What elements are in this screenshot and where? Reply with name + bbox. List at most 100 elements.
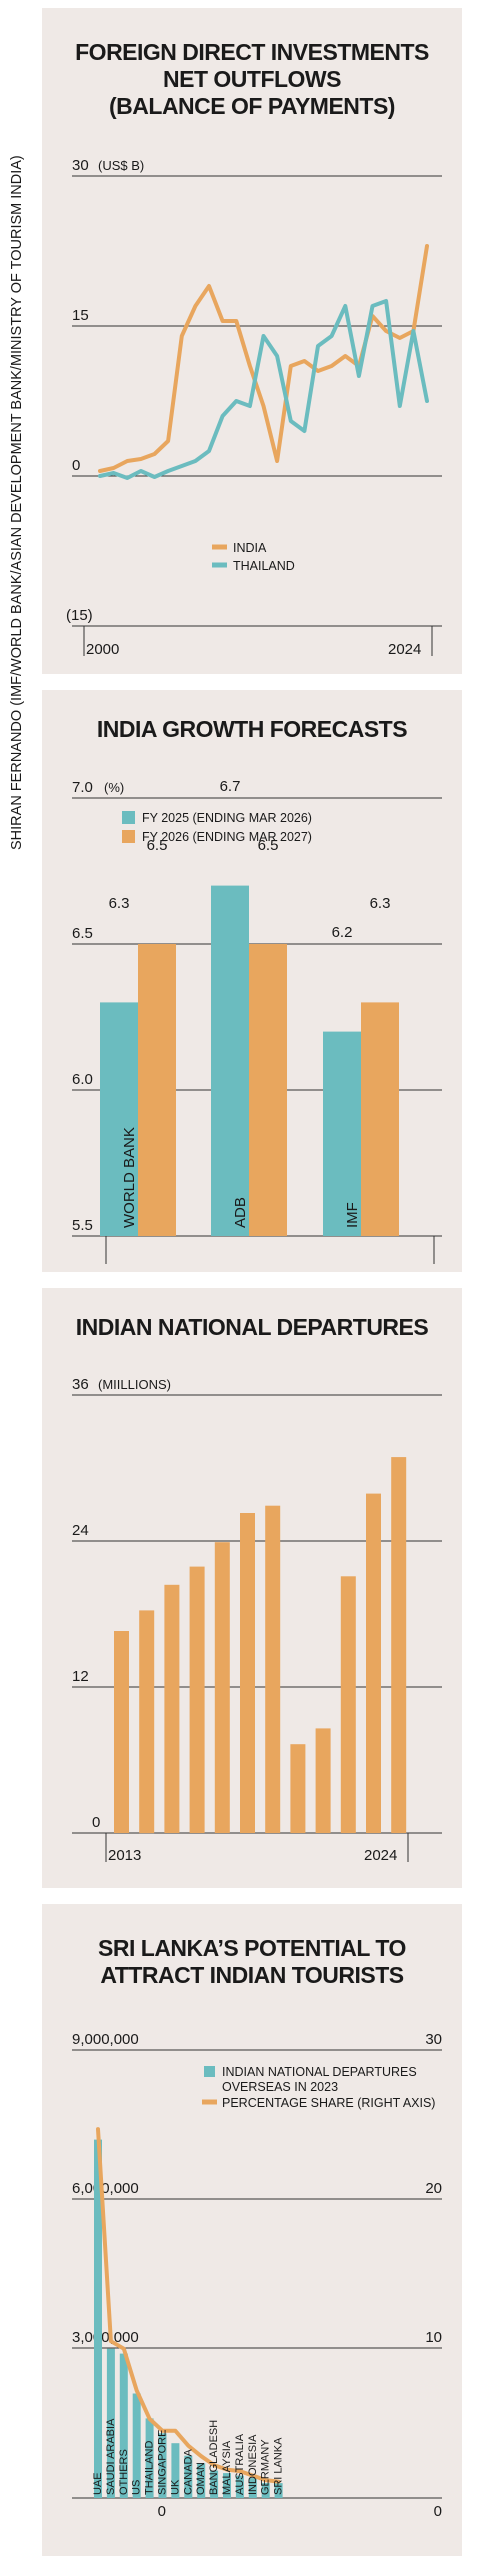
fdi-line-thailand bbox=[98, 299, 429, 480]
srilanka-category-uae: UAE bbox=[92, 2472, 104, 2495]
srilanka-category-others: OTHERS bbox=[118, 2449, 130, 2495]
departures-chart: INDIAN NATIONAL DEPARTURES 36 (MIILLIONS… bbox=[72, 1314, 442, 1864]
fdi-chart: FOREIGN DIRECT INVESTMENTS NET OUTFLOWS … bbox=[66, 39, 442, 658]
fdi-title-line3: (BALANCE OF PAYMENTS) bbox=[109, 93, 395, 119]
growth-ytick-55: 5.5 bbox=[72, 1217, 93, 1234]
srilanka-legend-line: PERCENTAGE SHARE (RIGHT AXIS) bbox=[222, 2096, 435, 2110]
growth-label-imf-fy25: 6.2 bbox=[332, 924, 353, 941]
departures-bar-2015 bbox=[164, 1584, 180, 1833]
growth-legend-fy25: FY 2025 (ENDING MAR 2026) bbox=[142, 811, 312, 825]
growth-ytick-65: 6.5 bbox=[72, 925, 93, 942]
departures-xtick-2024: 2024 bbox=[364, 1847, 397, 1864]
growth-label-adb-fy25: 6.7 bbox=[220, 778, 241, 795]
fdi-series-lines bbox=[98, 244, 429, 480]
srilanka-yleft-6m: 6,000,000 bbox=[72, 2180, 139, 2197]
srilanka-category-bangladesh: BANGLADESH bbox=[208, 2420, 220, 2495]
departures-bar-2013 bbox=[114, 1631, 129, 1833]
srilanka-bar-bangladesh bbox=[210, 2470, 219, 2498]
growth-category-imf: IMF bbox=[344, 1202, 361, 1228]
srilanka-category-oman: OMAN bbox=[195, 2462, 207, 2495]
fdi-unit: (US$ B) bbox=[98, 158, 144, 173]
srilanka-category-uk: UK bbox=[169, 2479, 181, 2495]
growth-bar-adb-fy26 bbox=[249, 944, 287, 1236]
growth-bar-imf-fy26 bbox=[361, 1002, 399, 1236]
fdi-ytick-15: 15 bbox=[72, 307, 89, 324]
departures-bar-2018 bbox=[240, 1513, 255, 1833]
departures-bar-2024 bbox=[391, 1457, 407, 1833]
srilanka-category-thailand: THAILAND bbox=[144, 2441, 156, 2495]
srilanka-bar-malaysia bbox=[223, 2473, 231, 2498]
srilanka-chart: SRI LANKA’S POTENTIAL TO ATTRACT INDIAN … bbox=[72, 1935, 442, 2520]
growth-unit: (%) bbox=[104, 780, 124, 795]
growth-label-wb-fy25: 6.3 bbox=[109, 895, 130, 912]
srilanka-yleft-0: 0 bbox=[158, 2503, 166, 2520]
fdi-title-line2: NET OUTFLOWS bbox=[163, 66, 341, 92]
departures-bar-2021 bbox=[315, 1728, 331, 1833]
srilanka-bar-canada bbox=[184, 2455, 193, 2498]
growth-bar-imf-fy25 bbox=[323, 1031, 361, 1236]
departures-bar-2014 bbox=[139, 1610, 155, 1834]
srilanka-yright-20: 20 bbox=[425, 2180, 442, 2197]
departures-unit: (MIILLIONS) bbox=[98, 1377, 171, 1392]
srilanka-legend-bars-line2: OVERSEAS IN 2023 bbox=[222, 2080, 338, 2094]
srilanka-share-line bbox=[96, 2127, 281, 2484]
departures-xtick-2013: 2013 bbox=[108, 1847, 141, 1864]
fdi-ytick-0: 0 bbox=[72, 457, 80, 474]
srilanka-category-malaysia: MALAYSIA bbox=[221, 2440, 233, 2495]
growth-label-wb-fy26: 6.5 bbox=[147, 837, 168, 854]
srilanka-bar-oman bbox=[197, 2463, 206, 2498]
srilanka-bar-others bbox=[119, 2353, 128, 2498]
srilanka-chart-panel: SRI LANKA’S POTENTIAL TO ATTRACT INDIAN … bbox=[42, 1904, 462, 2556]
srilanka-yright-10: 10 bbox=[425, 2329, 442, 2346]
srilanka-title-line2: ATTRACT INDIAN TOURISTS bbox=[100, 1962, 403, 1988]
growth-chart-panel: INDIA GROWTH FORECASTS 7.0 (%) 6.5 6.0 5… bbox=[42, 690, 462, 1272]
fdi-legend-thailand: THAILAND bbox=[233, 559, 295, 573]
growth-label-imf-fy26: 6.3 bbox=[370, 895, 391, 912]
departures-bar-2022 bbox=[340, 1576, 356, 1833]
srilanka-yright-30: 30 bbox=[425, 2031, 442, 2048]
departures-ytick-24: 24 bbox=[72, 1522, 89, 1539]
srilanka-category-indonesia: INDONESIA bbox=[247, 2434, 259, 2495]
growth-legend-fy25-swatch bbox=[122, 811, 135, 824]
srilanka-category-canada: CANADA bbox=[182, 2448, 194, 2495]
departures-bar-2017 bbox=[214, 1542, 230, 1833]
fdi-ytick-neg15: (15) bbox=[66, 607, 93, 624]
srilanka-yleft-top: 9,000,000 bbox=[72, 2031, 139, 2048]
departures-bars bbox=[114, 1457, 407, 1834]
srilanka-category-saudi-arabia: SAUDI ARABIA bbox=[105, 2418, 117, 2495]
srilanka-bar-sri-lanka bbox=[274, 2483, 283, 2498]
srilanka-share-polyline bbox=[96, 2127, 281, 2484]
srilanka-bar-thailand bbox=[145, 2418, 154, 2498]
source-credit: SHIRAN FERNANDO (IMF/WORLD BANK/ASIAN DE… bbox=[9, 155, 25, 850]
growth-label-adb-fy26: 6.5 bbox=[258, 837, 279, 854]
growth-bars bbox=[100, 885, 399, 1236]
srilanka-yleft-3m: 3,000,000 bbox=[72, 2329, 139, 2346]
srilanka-bar-uae bbox=[94, 2139, 102, 2498]
srilanka-bar-indonesia bbox=[248, 2478, 257, 2498]
srilanka-yright-0: 0 bbox=[434, 2503, 442, 2520]
growth-category-wb: WORLD BANK bbox=[121, 1127, 138, 1228]
srilanka-bars bbox=[94, 2139, 283, 2498]
departures-chart-panel: INDIAN NATIONAL DEPARTURES 36 (MIILLIONS… bbox=[42, 1288, 462, 1888]
growth-title: INDIA GROWTH FORECASTS bbox=[97, 716, 407, 742]
srilanka-bar-germany bbox=[261, 2483, 270, 2498]
srilanka-category-sri-lanka: SRI LANKA bbox=[273, 2437, 285, 2495]
fdi-legend-india: INDIA bbox=[233, 541, 267, 555]
departures-title: INDIAN NATIONAL DEPARTURES bbox=[76, 1314, 429, 1340]
growth-chart: INDIA GROWTH FORECASTS 7.0 (%) 6.5 6.0 5… bbox=[72, 716, 442, 1264]
source-credit-text: SHIRAN FERNANDO (IMF/WORLD BANK/ASIAN DE… bbox=[9, 155, 25, 850]
srilanka-category-germany: GERMANY bbox=[260, 2439, 272, 2495]
srilanka-title-line1: SRI LANKA’S POTENTIAL TO bbox=[98, 1935, 406, 1961]
growth-ytick-6: 6.0 bbox=[72, 1071, 93, 1088]
departures-ytick-36: 36 bbox=[72, 1376, 89, 1393]
fdi-ytick-30: 30 bbox=[72, 157, 89, 174]
srilanka-category-australia: AUSTRALIA bbox=[234, 2433, 246, 2495]
departures-bar-2016 bbox=[189, 1566, 205, 1833]
srilanka-category-singapore: SINGAPORE bbox=[157, 2430, 169, 2495]
departures-bar-2020 bbox=[290, 1744, 306, 1833]
srilanka-legend-bars-line1: INDIAN NATIONAL DEPARTURES bbox=[222, 2065, 417, 2079]
departures-bar-2023 bbox=[366, 1493, 381, 1833]
fdi-xtick-2000: 2000 bbox=[86, 641, 119, 658]
srilanka-bar-australia bbox=[235, 2475, 244, 2498]
srilanka-category-labels: UAE SAUDI ARABIA OTHERS US THAILAND SINGAPORE… bbox=[92, 2418, 285, 2495]
